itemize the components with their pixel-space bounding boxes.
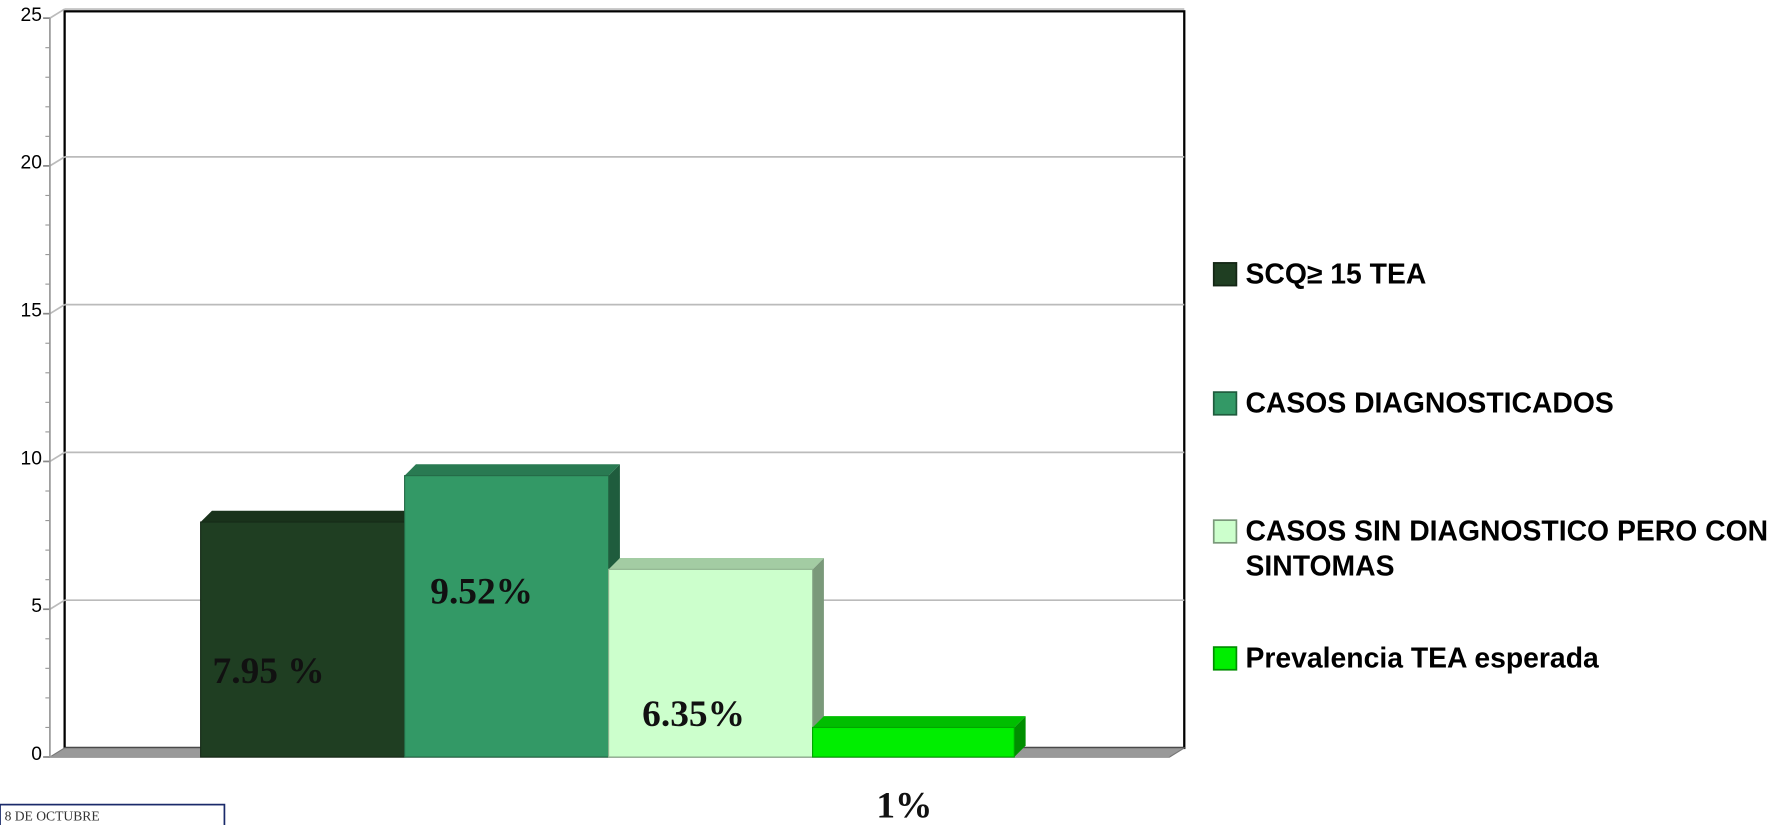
bar xyxy=(404,475,610,758)
legend-swatch xyxy=(1212,646,1238,671)
legend-item: SCQ≥ 15 TEA xyxy=(1245,258,1427,291)
legend-swatch xyxy=(1212,391,1238,416)
bar-side xyxy=(812,557,824,758)
legend-swatch xyxy=(1212,519,1238,544)
value-label: 1% xyxy=(876,786,932,825)
legend-item: CASOS DIAGNOSTICADOS xyxy=(1245,387,1614,420)
bar-top xyxy=(608,557,824,570)
bar-side xyxy=(1014,716,1026,758)
y-tick-label: 25 xyxy=(21,5,42,26)
legend-item: Prevalencia TEA esperada xyxy=(1245,642,1599,675)
bar-top xyxy=(812,716,1026,728)
footer-box xyxy=(0,803,226,825)
grid-line xyxy=(49,451,66,463)
bar xyxy=(812,726,1015,758)
footer-note: 8 DE OCTUBRE xyxy=(5,808,100,823)
y-tick-label: 5 xyxy=(31,596,42,617)
bar-top xyxy=(200,510,416,523)
y-tick-label: 20 xyxy=(21,153,42,174)
bar xyxy=(608,568,814,758)
legend-label: SCQ≥ 15 TEA xyxy=(1245,258,1427,291)
value-label: 7.95 % xyxy=(213,651,325,692)
value-label: 9.52% xyxy=(430,572,533,613)
legend-label: Prevalencia TEA esperada xyxy=(1245,642,1599,675)
grid-line xyxy=(49,8,66,19)
y-tick-label: 10 xyxy=(21,448,42,469)
grid-line xyxy=(49,156,66,167)
grid-line xyxy=(49,303,66,315)
grid-line xyxy=(49,599,66,610)
bar-top xyxy=(404,464,620,476)
legend-label: CASOS DIAGNOSTICADOS xyxy=(1245,387,1614,420)
value-label: 6.35% xyxy=(642,694,745,735)
legend-label: CASOS SIN DIAGNOSTICO PERO CON SINTOMAS xyxy=(1245,515,1769,583)
legend-swatch xyxy=(1212,262,1238,287)
y-tick-label: 0 xyxy=(31,744,42,765)
legend-item: CASOS SIN DIAGNOSTICO PERO CON SINTOMAS xyxy=(1245,515,1769,583)
bar xyxy=(200,521,406,758)
y-tick-label: 15 xyxy=(21,301,42,322)
